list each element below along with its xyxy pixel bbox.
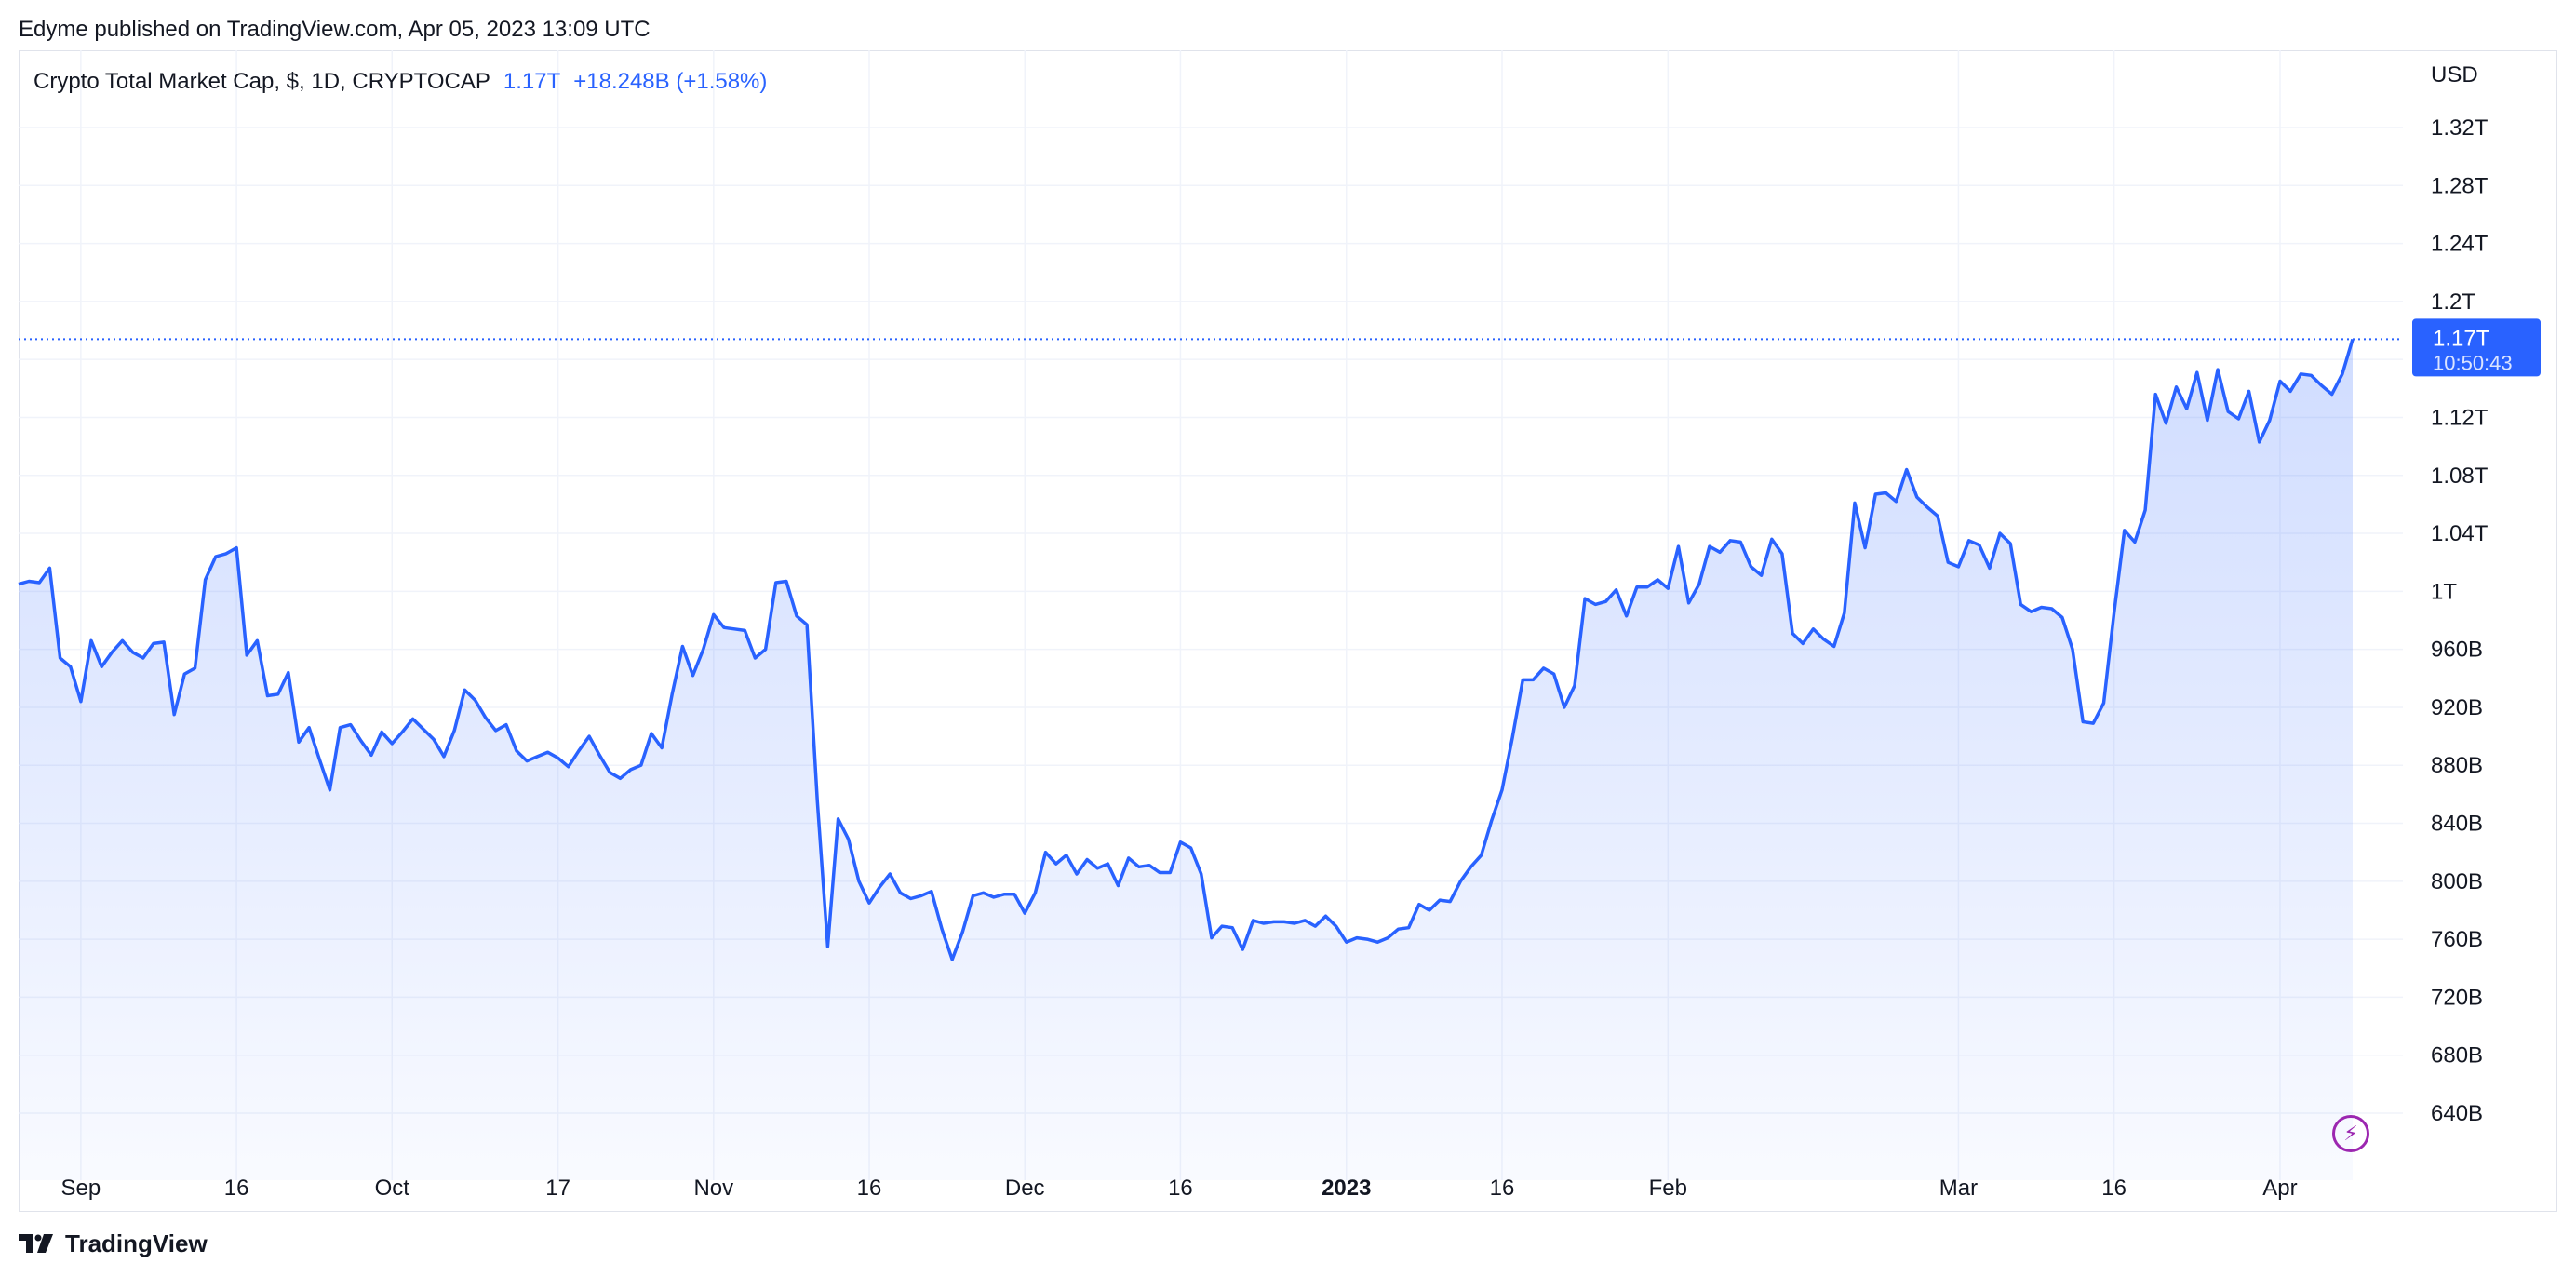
price-axis-tick: 1.24T (2431, 232, 2489, 257)
price-axis-tick: 680B (2431, 1043, 2483, 1069)
time-axis-tick: Nov (693, 1176, 733, 1201)
legend-symbol: Crypto Total Market Cap, $, 1D, CRYPTOCA… (34, 69, 490, 94)
time-axis-tick: 16 (224, 1176, 249, 1201)
time-axis-tick: Apr (2262, 1176, 2297, 1201)
price-axis-tick: 920B (2431, 695, 2483, 720)
time-axis-tick: Oct (375, 1176, 410, 1201)
series-layer (18, 338, 2403, 1180)
price-axis-tick: 640B (2431, 1101, 2483, 1126)
price-axis-currency: USD (2431, 62, 2478, 87)
price-axis-tick: 1.28T (2431, 173, 2489, 198)
legend-change: +18.248B (+1.58%) (573, 69, 768, 94)
series-line[interactable] (18, 338, 2355, 961)
price-axis-tick: 760B (2431, 927, 2483, 952)
legend-last-value: 1.17T (503, 69, 561, 94)
time-axis-tick: Mar (1939, 1176, 1978, 1201)
time-axis[interactable]: Sep 16 Oct 17 Nov 16 Dec 16 2023 16 Feb Mar 16 Apr (61, 1176, 2298, 1201)
price-axis-tick: 800B (2431, 869, 2483, 894)
time-axis-tick: 2023 (1322, 1176, 1371, 1201)
price-axis-tick: 720B (2431, 985, 2483, 1010)
price-label-countdown: 10:50:43 (2433, 351, 2513, 374)
time-axis-tick: 16 (857, 1176, 882, 1201)
series-area (19, 339, 2353, 1180)
brand-name: TradingView (65, 1229, 208, 1257)
publish-line: Edyme published on TradingView.com, Apr … (19, 17, 651, 42)
time-axis-tick: 16 (1490, 1176, 1515, 1201)
price-axis-tick: 1.32T (2431, 115, 2489, 141)
price-axis-tick: 1.2T (2431, 289, 2475, 315)
tradingview-brand[interactable]: TradingView (19, 1229, 208, 1258)
tradingview-logo-icon (19, 1234, 53, 1253)
price-axis-tick: 880B (2431, 753, 2483, 778)
lightning-bolt-icon[interactable]: ⚡ (2332, 1115, 2369, 1152)
time-axis-tick: 16 (2101, 1176, 2127, 1201)
time-axis-tick: 17 (545, 1176, 570, 1201)
time-axis-tick: Sep (61, 1176, 101, 1201)
price-axis-tick: 960B (2431, 638, 2483, 663)
price-axis-tick: 1T (2431, 579, 2457, 604)
price-axis-tick: 1.12T (2431, 405, 2489, 430)
price-label-box (2412, 318, 2541, 377)
price-axis-tick: 840B (2431, 812, 2483, 837)
price-axis-tick: 1.04T (2431, 521, 2489, 546)
time-axis-tick: Feb (1649, 1176, 1687, 1201)
time-axis-tick: 16 (1168, 1176, 1193, 1201)
price-axis-tick: 1.08T (2431, 464, 2489, 489)
chart-legend: Crypto Total Market Cap, $, 1D, CRYPTOCA… (34, 69, 767, 95)
price-axis[interactable]: USD 1.32T 1.28T 1.24T 1.2T 1.12T 1.08T 1.04T 1T 9… (2431, 62, 2489, 1126)
time-axis-tick: Dec (1005, 1176, 1045, 1201)
price-label-value: 1.17T (2433, 326, 2490, 351)
